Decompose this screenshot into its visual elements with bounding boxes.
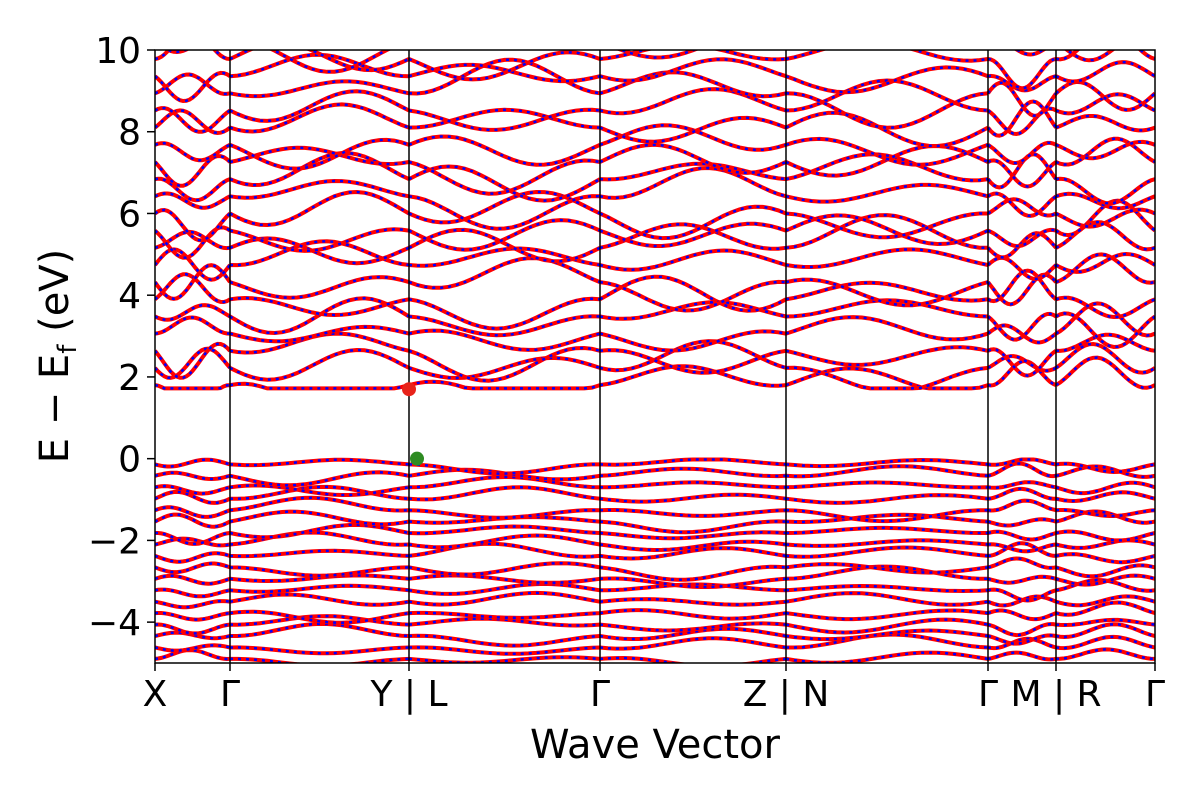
band-edge-markers bbox=[402, 382, 424, 466]
band-line-dotted bbox=[155, 100, 1155, 148]
vbm-marker bbox=[410, 451, 424, 466]
y-axis-ticks: −4 −2 0 2 4 6 8 10 bbox=[88, 31, 155, 644]
band-line bbox=[155, 268, 1155, 331]
x-tick-label: Γ bbox=[590, 674, 610, 715]
band-line bbox=[155, 52, 1155, 104]
band-line-dotted bbox=[155, 601, 1155, 624]
band-line-dotted bbox=[155, 541, 1155, 564]
band-line-dotted bbox=[155, 166, 1155, 230]
x-tick-label: Z | N bbox=[743, 674, 830, 715]
x-tick-label: Γ bbox=[220, 674, 240, 715]
y-tick-label: 6 bbox=[118, 194, 141, 235]
y-tick-label: 8 bbox=[118, 113, 141, 154]
x-tick-label: Y | L bbox=[369, 674, 447, 715]
band-line-dotted bbox=[155, 485, 1155, 505]
band-line-dotted bbox=[155, 240, 1155, 281]
band-line-dotted bbox=[155, 199, 1155, 259]
y-tick-label: 0 bbox=[118, 440, 141, 481]
y-tick-label: −2 bbox=[88, 521, 141, 562]
band-line bbox=[155, 530, 1155, 554]
band-line-dotted bbox=[155, 58, 1155, 129]
band-line-dotted bbox=[155, 578, 1155, 602]
band-line-dotted bbox=[155, 496, 1155, 523]
x-tick-label: Γ bbox=[1145, 674, 1165, 715]
x-tick-label: X bbox=[143, 674, 168, 715]
band-line-dotted bbox=[155, 339, 1155, 390]
y-tick-label: 4 bbox=[118, 276, 141, 317]
y-axis-label: E − Ef (eV) bbox=[32, 249, 83, 464]
band-line-dotted bbox=[155, 190, 1155, 242]
band-line-dotted bbox=[155, 269, 1155, 330]
y-tick-label: −4 bbox=[88, 603, 141, 644]
band-line-dotted bbox=[155, 591, 1155, 609]
band-line-dotted bbox=[155, 557, 1155, 582]
band-line-dotted bbox=[155, 523, 1155, 546]
band-line-dotted bbox=[155, 356, 1155, 390]
band-line-dotted bbox=[155, 332, 1155, 382]
band-line-dotted bbox=[155, 458, 1155, 475]
band-line bbox=[155, 165, 1155, 231]
band-line-dotted bbox=[155, 151, 1155, 205]
band-line-dotted bbox=[155, 53, 1155, 103]
band-line bbox=[155, 50, 1155, 91]
band-line bbox=[163, 50, 1116, 74]
y-tick-label: 10 bbox=[95, 31, 141, 72]
band-line-dotted bbox=[155, 531, 1155, 553]
band-line-dotted bbox=[155, 614, 1155, 637]
plot-frame bbox=[154, 49, 1156, 664]
band-line-dotted bbox=[155, 510, 1155, 534]
x-tick-label: Γ bbox=[978, 674, 998, 715]
band-lines bbox=[155, 50, 1155, 663]
x-axis-label: Wave Vector bbox=[530, 722, 781, 768]
band-line-dotted bbox=[155, 302, 1155, 352]
band-line-dotted bbox=[155, 475, 1155, 497]
band-line bbox=[155, 57, 1155, 130]
band-line-dotted bbox=[155, 79, 1155, 136]
high-symmetry-lines bbox=[229, 50, 1057, 663]
band-line-dotted bbox=[155, 253, 1155, 312]
band-line-dotted bbox=[155, 622, 1155, 647]
y-tick-label: 2 bbox=[118, 358, 141, 399]
x-tick-label: M | R bbox=[1010, 674, 1101, 715]
x-axis-ticks: X Γ Y | L Γ Z | N Γ M | R Γ bbox=[143, 663, 1165, 715]
cbm-marker bbox=[402, 382, 416, 397]
band-line-dotted bbox=[155, 213, 1155, 265]
band-line bbox=[155, 461, 1155, 488]
band-line-dotted bbox=[155, 633, 1155, 656]
